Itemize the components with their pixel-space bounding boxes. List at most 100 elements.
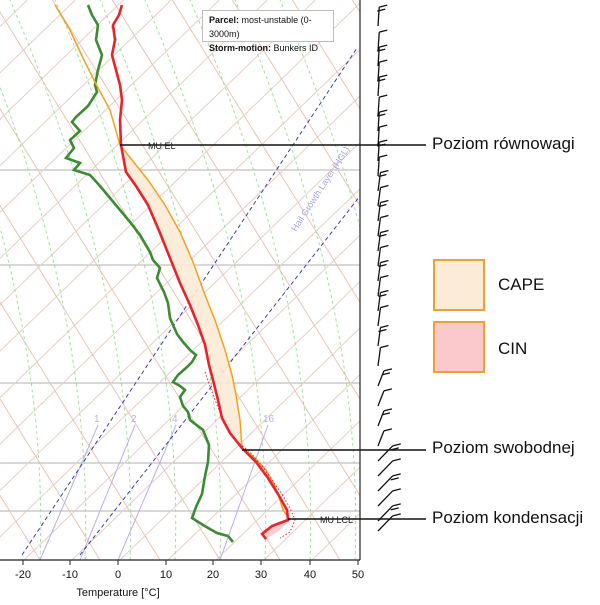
cape-legend-swatch <box>433 259 485 311</box>
moist-adiabat-line <box>189 0 312 560</box>
wind-barb-flag <box>378 293 387 298</box>
condensation-level-label: Poziom kondensacji <box>432 508 584 527</box>
storm-motion-value: Bunkers ID <box>273 43 319 53</box>
x-tick-label: 10 <box>160 569 172 581</box>
x-tick-label: -10 <box>62 569 78 581</box>
moist-adiabat-line <box>279 0 360 230</box>
wind-barb-flag <box>378 173 387 178</box>
wind-barb-flag <box>379 74 388 78</box>
wind-barb <box>377 277 382 297</box>
storm-motion-key: Storm-motion: <box>209 43 271 53</box>
wind-barb <box>377 460 394 477</box>
wind-barb-flag <box>383 368 393 372</box>
equilibrium-level-label: Poziom równowagi <box>432 134 575 153</box>
wind-barb-flag <box>379 4 388 8</box>
wind-barb-flag <box>379 59 388 63</box>
wind-barb-flag <box>392 488 401 492</box>
cape-legend-label: CAPE <box>498 275 545 294</box>
wind-barb <box>377 445 394 462</box>
wind-barb-flag <box>383 428 393 432</box>
x-axis-label: Temperature [°C] <box>76 587 159 599</box>
wind-barb-flag <box>380 259 389 264</box>
dry-adiabat-line <box>0 494 41 560</box>
wind-barb <box>377 157 380 177</box>
wind-barb-flag <box>379 94 388 98</box>
wind-barb-flag <box>392 503 401 507</box>
wind-barb-flag <box>378 328 387 333</box>
moist-adiabat-line <box>99 0 222 560</box>
wind-barb-flag <box>392 458 401 462</box>
moist-adiabat-line <box>54 0 177 560</box>
x-tick-label: -20 <box>15 569 31 581</box>
temperature-profile <box>110 4 290 540</box>
wind-barb-flag <box>380 214 389 219</box>
isotherm-line <box>23 234 360 560</box>
wind-barbs <box>377 4 401 532</box>
mixing-ratio-line <box>79 424 136 560</box>
wind-barb-flag <box>377 8 386 12</box>
wind-barb <box>377 490 394 507</box>
isotherm-line <box>0 0 269 260</box>
mixing-ratio-label: 2 <box>131 414 137 425</box>
dry-adiabat-line <box>0 301 161 560</box>
parcel-virtual-dotted <box>204 371 296 539</box>
moist-adiabat-line <box>234 0 357 560</box>
mixing-ratio-line <box>219 424 269 560</box>
isotherm-line <box>0 95 360 445</box>
wind-barb <box>377 475 394 492</box>
wind-barb <box>377 347 382 367</box>
isotherm-line <box>71 280 360 560</box>
wind-barb-flag <box>392 513 401 517</box>
wind-barb-flag <box>390 477 399 481</box>
isotherm-line <box>0 0 317 306</box>
isotherm-line <box>0 141 360 492</box>
wind-barb <box>377 32 380 52</box>
wind-barb-flag <box>380 344 389 349</box>
isotherm-line <box>0 48 360 399</box>
wind-barb-flag <box>390 507 399 511</box>
parcel-value: most-unstable (0-3000m) <box>209 15 312 39</box>
wind-barb <box>377 247 382 267</box>
wind-barb-flag <box>379 29 388 33</box>
mu-lcl-label: MU LCL <box>320 515 353 525</box>
x-tick-label: 50 <box>352 569 364 581</box>
isotherm-line <box>215 420 360 560</box>
mu-el-label: MU EL <box>148 141 176 151</box>
wind-barb-flag <box>380 184 389 189</box>
wind-barb <box>377 307 382 327</box>
mixing-ratio-line <box>117 424 177 560</box>
wind-barb <box>377 187 382 207</box>
wind-barb-flag <box>379 139 388 143</box>
moist-adiabat-line <box>0 225 42 560</box>
dry-adiabat-line <box>171 0 360 304</box>
wind-barb-flag <box>377 78 386 82</box>
moist-adiabat-line <box>9 0 132 560</box>
moist-adiabat-line <box>144 0 267 560</box>
isotherm-line <box>0 0 221 213</box>
mixing-ratio-label: 4 <box>172 414 178 425</box>
wind-barb-flag <box>392 473 401 477</box>
hgl-label: Hail Growth Layer (HGL) <box>289 145 351 234</box>
wind-barb-flag <box>379 124 388 128</box>
wind-barb-flag <box>379 44 388 48</box>
isotherm-line <box>0 0 29 28</box>
wind-barb-flag <box>377 48 386 52</box>
wind-barb-flag <box>380 199 389 204</box>
wind-barb <box>377 217 382 237</box>
wind-barb-flag <box>380 274 389 279</box>
wind-barb-flag <box>380 289 389 294</box>
wind-barb-flag <box>380 244 389 249</box>
wind-barb <box>377 127 380 147</box>
wind-barb-flag <box>383 408 393 412</box>
wind-barb-flag <box>378 203 387 208</box>
wind-barb-flag <box>383 388 393 392</box>
mixing-ratio-label: 1 <box>94 414 100 425</box>
wind-barb-flag <box>381 372 391 376</box>
dry-adiabat-line <box>51 0 360 497</box>
x-axis: -20 -10 0 10 20 30 40 50 <box>15 560 364 581</box>
wind-barb <box>377 370 385 387</box>
wind-barb-flag <box>381 412 391 416</box>
wind-barb-flag <box>379 109 388 113</box>
